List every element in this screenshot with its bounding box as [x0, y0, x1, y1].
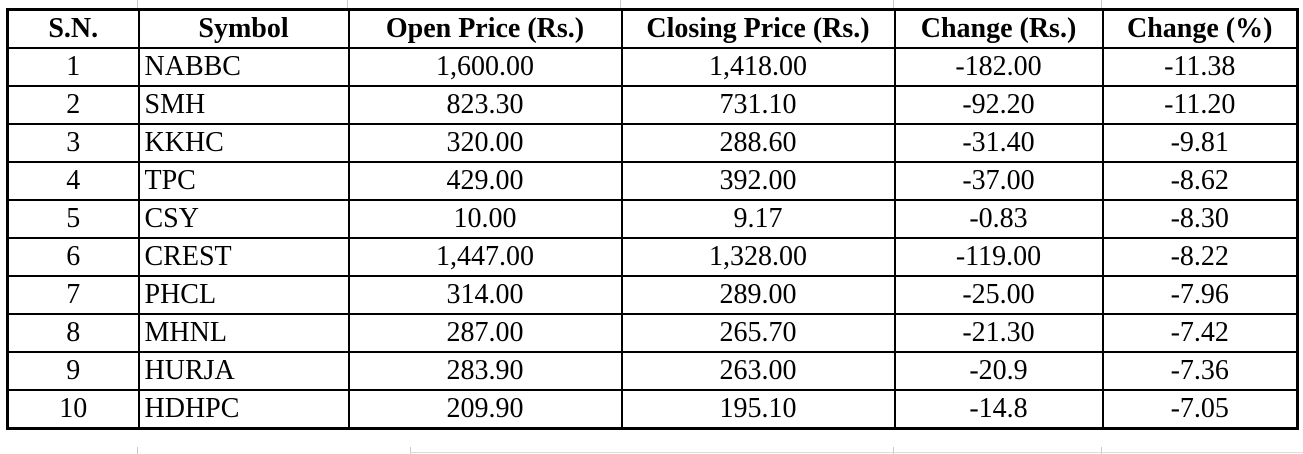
- cell-open-price: 287.00: [347, 313, 623, 353]
- gridline-stub: [347, 0, 348, 8]
- cell-change-pct: -7.36: [1101, 351, 1299, 391]
- cell-closing-price: 265.70: [620, 313, 896, 353]
- table-row: 5 CSY 10.00 9.17 -0.83 -8.30: [6, 199, 1299, 239]
- cell-closing-price: 392.00: [620, 161, 896, 201]
- cell-change-rs: -21.30: [893, 313, 1104, 353]
- cell-open-price: 823.30: [347, 85, 623, 125]
- cell-closing-price: 9.17: [620, 199, 896, 239]
- cell-change-pct: -11.38: [1101, 47, 1299, 87]
- cell-sn: 5: [6, 199, 140, 239]
- cell-symbol: SMH: [137, 85, 350, 125]
- cell-change-pct: -8.22: [1101, 237, 1299, 277]
- cell-change-rs: -25.00: [893, 275, 1104, 315]
- cell-change-rs: -31.40: [893, 123, 1104, 163]
- table-row: 1 NABBC 1,600.00 1,418.00 -182.00 -11.38: [6, 47, 1299, 87]
- cell-closing-price: 263.00: [620, 351, 896, 391]
- table-row: 7 PHCL 314.00 289.00 -25.00 -7.96: [6, 275, 1299, 315]
- cell-change-rs: -119.00: [893, 237, 1104, 277]
- cell-change-pct: -9.81: [1101, 123, 1299, 163]
- cell-closing-price: 195.10: [620, 389, 896, 430]
- cell-open-price: 429.00: [347, 161, 623, 201]
- cell-sn: 9: [6, 351, 140, 391]
- gridline-stub: [410, 447, 411, 454]
- column-header-symbol: Symbol: [137, 8, 350, 49]
- cell-change-rs: -14.8: [893, 389, 1104, 430]
- cell-open-price: 314.00: [347, 275, 623, 315]
- gridline-stub: [137, 0, 138, 8]
- cell-open-price: 1,600.00: [347, 47, 623, 87]
- cell-closing-price: 1,328.00: [620, 237, 896, 277]
- cell-sn: 10: [6, 389, 140, 430]
- cell-change-rs: -0.83: [893, 199, 1104, 239]
- table-row: 3 KKHC 320.00 288.60 -31.40 -9.81: [6, 123, 1299, 163]
- table-row: 6 CREST 1,447.00 1,328.00 -119.00 -8.22: [6, 237, 1299, 277]
- cell-change-rs: -182.00: [893, 47, 1104, 87]
- cell-open-price: 209.90: [347, 389, 623, 430]
- gridline-stub: [1101, 447, 1102, 454]
- cell-change-pct: -8.30: [1101, 199, 1299, 239]
- column-header-sn: S.N.: [6, 8, 140, 49]
- cell-change-pct: -11.20: [1101, 85, 1299, 125]
- cell-symbol: HDHPC: [137, 389, 350, 430]
- cell-symbol: CREST: [137, 237, 350, 277]
- table-row: 2 SMH 823.30 731.10 -92.20 -11.20: [6, 85, 1299, 125]
- cell-change-rs: -37.00: [893, 161, 1104, 201]
- gridline-stub: [893, 447, 894, 454]
- table-row: 9 HURJA 283.90 263.00 -20.9 -7.36: [6, 351, 1299, 391]
- table-row: 8 MHNL 287.00 265.70 -21.30 -7.42: [6, 313, 1299, 353]
- cell-sn: 3: [6, 123, 140, 163]
- stock-losers-table: S.N. Symbol Open Price (Rs.) Closing Pri…: [6, 8, 1299, 430]
- cell-symbol: HURJA: [137, 351, 350, 391]
- cell-change-pct: -8.62: [1101, 161, 1299, 201]
- cell-sn: 4: [6, 161, 140, 201]
- cell-symbol: KKHC: [137, 123, 350, 163]
- cell-sn: 1: [6, 47, 140, 87]
- cell-change-rs: -92.20: [893, 85, 1104, 125]
- table-row: 10 HDHPC 209.90 195.10 -14.8 -7.05: [6, 389, 1299, 430]
- column-header-change-pct: Change (%): [1101, 8, 1299, 49]
- gridline-stub: [137, 447, 138, 454]
- cell-closing-price: 1,418.00: [620, 47, 896, 87]
- cell-symbol: TPC: [137, 161, 350, 201]
- cell-sn: 8: [6, 313, 140, 353]
- cell-symbol: CSY: [137, 199, 350, 239]
- cell-symbol: NABBC: [137, 47, 350, 87]
- gridline-stub: [620, 0, 621, 8]
- cell-sn: 2: [6, 85, 140, 125]
- header-row: S.N. Symbol Open Price (Rs.) Closing Pri…: [6, 8, 1299, 49]
- gridline-stub: [410, 452, 1303, 453]
- column-header-closing-price: Closing Price (Rs.): [620, 8, 896, 49]
- table-row: 4 TPC 429.00 392.00 -37.00 -8.62: [6, 161, 1299, 201]
- cell-open-price: 283.90: [347, 351, 623, 391]
- cell-change-pct: -7.96: [1101, 275, 1299, 315]
- cell-closing-price: 731.10: [620, 85, 896, 125]
- cell-change-pct: -7.42: [1101, 313, 1299, 353]
- cell-closing-price: 288.60: [620, 123, 896, 163]
- column-header-open-price: Open Price (Rs.): [347, 8, 623, 49]
- cell-open-price: 1,447.00: [347, 237, 623, 277]
- gridline-stub: [1101, 0, 1102, 8]
- cell-symbol: MHNL: [137, 313, 350, 353]
- cell-change-rs: -20.9: [893, 351, 1104, 391]
- cell-sn: 7: [6, 275, 140, 315]
- cell-change-pct: -7.05: [1101, 389, 1299, 430]
- cell-open-price: 10.00: [347, 199, 623, 239]
- cell-sn: 6: [6, 237, 140, 277]
- cell-open-price: 320.00: [347, 123, 623, 163]
- column-header-change-rs: Change (Rs.): [893, 8, 1104, 49]
- cell-closing-price: 289.00: [620, 275, 896, 315]
- gridline-stub: [893, 0, 894, 8]
- cell-symbol: PHCL: [137, 275, 350, 315]
